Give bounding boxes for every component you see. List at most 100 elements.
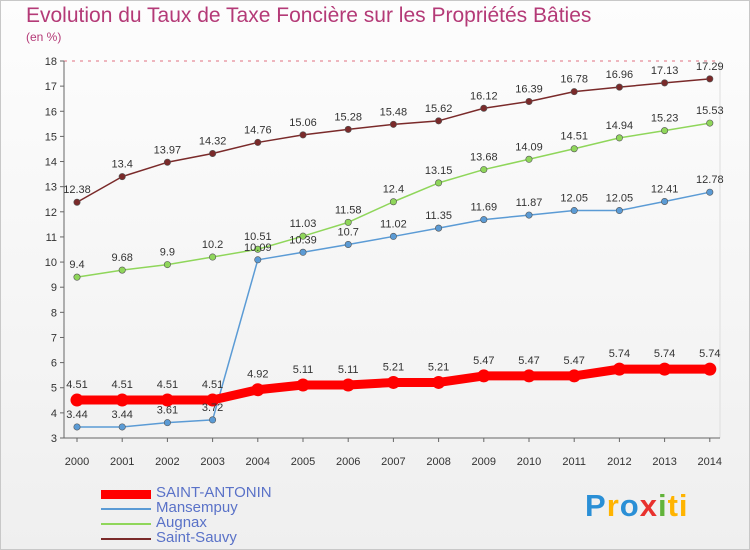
data-label: 4.51 bbox=[66, 379, 87, 391]
x-tick-label: 2009 bbox=[472, 456, 496, 468]
legend-swatch bbox=[101, 508, 151, 510]
data-point bbox=[615, 83, 623, 91]
data-point bbox=[160, 393, 174, 407]
data-point bbox=[209, 253, 217, 261]
data-label: 4.51 bbox=[157, 379, 178, 391]
x-tick-label: 2003 bbox=[200, 456, 224, 468]
x-tick-label: 2013 bbox=[652, 456, 676, 468]
data-label: 14.09 bbox=[515, 141, 543, 153]
data-point bbox=[299, 232, 307, 240]
data-label: 10.09 bbox=[244, 242, 272, 254]
y-tick-label: 18 bbox=[45, 56, 57, 68]
data-point bbox=[570, 145, 578, 153]
y-tick-label: 6 bbox=[51, 358, 57, 370]
legend-label: SAINT-ANTONIN bbox=[156, 484, 272, 501]
data-label: 5.47 bbox=[563, 355, 584, 367]
data-point bbox=[118, 423, 126, 431]
data-point bbox=[344, 240, 352, 248]
y-tick-label: 5 bbox=[51, 383, 57, 395]
data-label: 12.78 bbox=[696, 174, 724, 186]
data-point bbox=[480, 104, 488, 112]
data-point bbox=[163, 158, 171, 166]
y-tick-label: 15 bbox=[45, 131, 57, 143]
data-label: 4.51 bbox=[111, 379, 132, 391]
data-point bbox=[251, 383, 265, 397]
data-point bbox=[570, 88, 578, 96]
legend-label: Augnax bbox=[156, 514, 207, 531]
data-label: 15.28 bbox=[334, 111, 362, 123]
data-point bbox=[70, 393, 84, 407]
data-point bbox=[706, 75, 714, 83]
data-point bbox=[344, 125, 352, 133]
data-label: 5.21 bbox=[383, 361, 404, 373]
data-point bbox=[612, 362, 626, 376]
data-point bbox=[435, 117, 443, 125]
data-point bbox=[661, 79, 669, 87]
data-point bbox=[254, 138, 262, 146]
x-tick-label: 2011 bbox=[562, 456, 586, 468]
data-label: 15.62 bbox=[425, 103, 453, 115]
data-point bbox=[296, 378, 310, 392]
x-tick-label: 2006 bbox=[336, 456, 360, 468]
y-tick-label: 16 bbox=[45, 106, 57, 118]
data-label: 16.12 bbox=[470, 90, 498, 102]
data-point bbox=[299, 248, 307, 256]
data-point bbox=[341, 378, 355, 392]
x-tick-label: 2002 bbox=[155, 456, 179, 468]
data-label: 15.53 bbox=[696, 105, 724, 117]
y-tick-label: 3 bbox=[51, 433, 57, 445]
data-point bbox=[73, 273, 81, 281]
data-label: 3.72 bbox=[202, 402, 223, 414]
data-point bbox=[615, 134, 623, 142]
data-label: 11.58 bbox=[335, 204, 362, 216]
legend-swatch bbox=[101, 538, 151, 540]
data-label: 12.38 bbox=[63, 184, 91, 196]
data-label: 9.9 bbox=[160, 247, 175, 259]
x-tick-label: 2010 bbox=[517, 456, 541, 468]
data-point bbox=[386, 375, 400, 389]
data-point bbox=[432, 375, 446, 389]
data-label: 9.68 bbox=[111, 252, 132, 264]
data-label: 5.74 bbox=[609, 348, 630, 360]
x-tick-label: 2014 bbox=[698, 456, 722, 468]
y-tick-label: 4 bbox=[51, 408, 57, 420]
data-point bbox=[525, 97, 533, 105]
data-label: 13.97 bbox=[154, 144, 182, 156]
data-point bbox=[615, 207, 623, 215]
y-tick-label: 13 bbox=[45, 182, 57, 194]
proxiti-logo: Proxiti bbox=[585, 488, 689, 523]
data-label: 10.7 bbox=[337, 226, 358, 238]
data-label: 16.78 bbox=[560, 74, 588, 86]
legend-label: Saint-Sauvy bbox=[156, 529, 237, 546]
data-label: 5.74 bbox=[654, 348, 675, 360]
data-point bbox=[163, 261, 171, 269]
data-label: 16.39 bbox=[515, 83, 543, 95]
y-tick-label: 9 bbox=[51, 282, 57, 294]
data-point bbox=[435, 224, 443, 232]
data-point bbox=[73, 423, 81, 431]
data-label: 10.39 bbox=[289, 234, 317, 246]
data-point bbox=[118, 266, 126, 274]
y-tick-label: 17 bbox=[45, 81, 57, 93]
data-label: 5.74 bbox=[699, 348, 720, 360]
data-point bbox=[299, 131, 307, 139]
data-point bbox=[209, 149, 217, 157]
data-label: 5.47 bbox=[518, 355, 539, 367]
data-label: 9.4 bbox=[69, 259, 84, 271]
data-label: 11.69 bbox=[470, 202, 497, 214]
data-label: 5.11 bbox=[293, 364, 314, 376]
data-label: 11.02 bbox=[380, 218, 407, 230]
data-label: 4.51 bbox=[202, 379, 223, 391]
data-point bbox=[661, 197, 669, 205]
x-tick-label: 2012 bbox=[607, 456, 631, 468]
data-label: 5.21 bbox=[428, 361, 449, 373]
series-lines bbox=[70, 75, 717, 431]
data-label: 17.29 bbox=[696, 61, 724, 73]
data-point bbox=[206, 393, 220, 407]
data-point bbox=[661, 127, 669, 135]
data-point bbox=[706, 188, 714, 196]
data-point bbox=[570, 207, 578, 215]
data-label: 12.05 bbox=[560, 193, 588, 205]
data-label: 15.23 bbox=[651, 113, 679, 125]
x-tick-label: 2000 bbox=[65, 456, 89, 468]
